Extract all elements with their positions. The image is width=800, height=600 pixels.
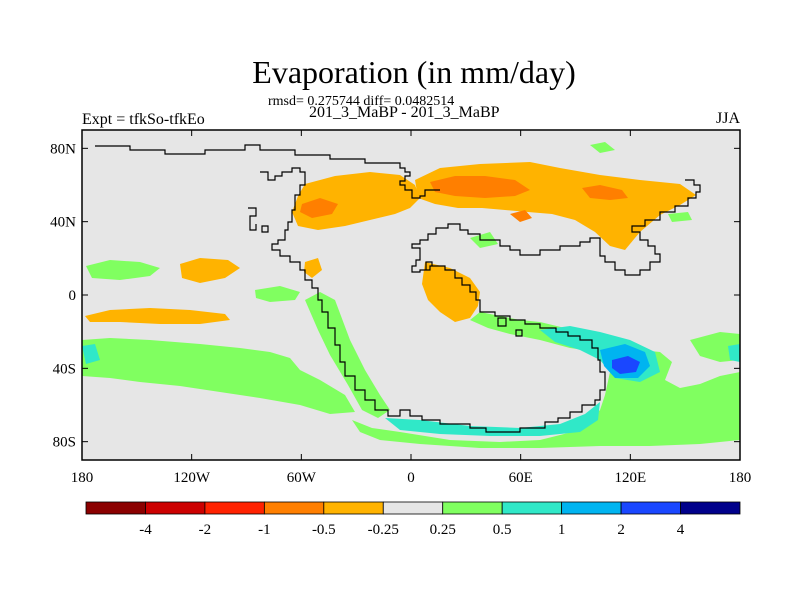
anomaly-pacific-cyan <box>82 344 100 364</box>
strong-anomaly-europe <box>430 176 530 198</box>
strong-negative-anomaly-regions <box>300 176 628 222</box>
colorbar-label: -0.25 <box>368 522 399 538</box>
x-tick-label: 60W <box>287 470 317 486</box>
colorbar-swatch <box>620 501 681 515</box>
anomaly-south-pacific <box>85 308 230 324</box>
y-tick-label: 40S <box>53 361 76 377</box>
anomaly-east-pacific-green <box>255 286 300 302</box>
colorbar-label: 4 <box>677 522 685 538</box>
colorbar-label: 0.25 <box>430 522 456 538</box>
anomaly-tropical-pacific <box>86 260 160 280</box>
anomaly-east-pacific <box>180 258 240 283</box>
season-label: JJA <box>716 110 741 127</box>
anomaly-pacific-patch <box>668 212 692 222</box>
anomaly-arctic-patch <box>590 142 615 153</box>
anomaly-west-pacific-green <box>690 332 740 362</box>
colorbar-label: -1 <box>258 522 271 538</box>
x-tick-label: 120W <box>173 470 211 486</box>
anomaly-antarctic-cyan <box>385 402 600 436</box>
x-tick-label: 60E <box>509 470 533 486</box>
anomaly-south-atlantic <box>305 292 390 418</box>
colorbar-label: 1 <box>558 522 566 538</box>
coastline-islands-1 <box>248 207 257 231</box>
anomaly-africa <box>422 262 480 322</box>
colorbar-label: -4 <box>139 522 152 538</box>
chart-title: Evaporation (in mm/day) <box>252 54 576 90</box>
anomaly-west-atlantic-patch <box>304 258 322 278</box>
coastlines <box>95 144 701 433</box>
x-axis: 180 120W 60W 0 60E 120E 180 <box>71 130 752 486</box>
colorbar-swatch <box>501 501 563 515</box>
positive-anomaly-regions <box>82 142 740 448</box>
colorbar-swatch <box>204 501 265 515</box>
colorbar-swatch <box>145 501 206 515</box>
y-tick-label: 80S <box>53 435 76 451</box>
strong-anomaly-tibet <box>510 210 532 222</box>
anomaly-southern-ocean <box>352 312 740 448</box>
anomaly-pacific-cyan-2 <box>728 344 740 362</box>
y-axis: 80N 40N 0 40S 80S <box>50 141 740 451</box>
strong-positive-anomaly-regions <box>600 344 650 378</box>
y-tick-label: 80N <box>50 141 76 157</box>
colorbar-swatch <box>680 501 741 515</box>
x-tick-label: 0 <box>407 470 415 486</box>
colorbar-label: 2 <box>617 522 625 538</box>
colorbar-label: 0.5 <box>493 522 512 538</box>
colorbar-swatch <box>442 501 503 515</box>
strong-anomaly-asia <box>582 185 628 200</box>
x-tick-label: 180 <box>71 470 94 486</box>
subtitle: 201_3_MaBP - 201_3_MaBP <box>309 104 500 121</box>
coastline-americas <box>260 167 701 433</box>
colorbar-label: -0.5 <box>312 522 336 538</box>
coastline-africa-inner <box>425 261 433 270</box>
colorbar-swatch <box>382 501 444 515</box>
colorbar-label: -2 <box>199 522 212 538</box>
x-tick-label: 180 <box>729 470 752 486</box>
colorbar-swatch <box>263 501 325 515</box>
stats-line: rmsd= 0.275744 diff= 0.0482514 <box>268 94 455 109</box>
experiment-label: Expt = tfkSo-tfkEo <box>82 111 205 128</box>
coastline-islands-2 <box>261 225 269 233</box>
coastline-islands-4 <box>515 329 523 337</box>
strong-anomaly-america <box>300 198 338 218</box>
colorbar-swatch <box>85 501 146 515</box>
colorbar: -4 -2 -1 -0.5 -0.25 0.25 0.5 1 2 4 <box>85 501 741 538</box>
coastline-islands-3 <box>497 317 507 327</box>
anomaly-south-pacific-green <box>82 338 355 414</box>
x-tick-label: 120E <box>614 470 646 486</box>
anomaly-indian-darkblue <box>612 356 640 374</box>
y-tick-label: 40N <box>50 215 76 231</box>
colorbar-swatch <box>323 501 384 515</box>
coastline-northern-continent <box>95 144 440 199</box>
colorbar-swatch <box>561 501 622 515</box>
y-tick-label: 0 <box>69 288 77 304</box>
